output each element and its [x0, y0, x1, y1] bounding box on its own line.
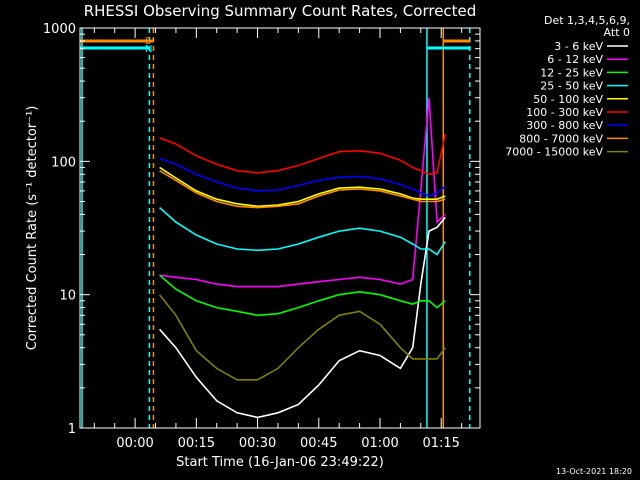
legend-header-line2: Att 0: [604, 26, 630, 39]
flag-label-s: S: [145, 36, 151, 47]
series-line-1: [159, 97, 446, 288]
legend-label-2: 12 - 25 keV: [540, 66, 603, 79]
legend-header-line1: Det 1,3,4,5,6,9,: [544, 14, 630, 27]
legend-label-1: 6 - 12 keV: [547, 53, 603, 66]
legend-label-6: 300 - 800 keV: [526, 119, 603, 132]
chart-title: RHESSI Observing Summary Count Rates, Co…: [84, 2, 477, 20]
x-axis-label: Start Time (16-Jan-06 23:49:22): [176, 455, 384, 470]
series-line-2: [159, 274, 446, 317]
legend-label-3: 25 - 50 keV: [540, 80, 603, 93]
y-tick-label-0: 1: [68, 422, 76, 437]
legend-label-5: 100 - 300 keV: [526, 106, 603, 119]
plot-frame: [79, 27, 481, 429]
x-axis: 00:00 00:15 00:30 00:45 01:00 01:15: [93, 28, 463, 451]
series-line-6: [159, 157, 446, 197]
legend-label-4: 50 - 100 keV: [533, 93, 603, 106]
series-line-3: [159, 207, 446, 256]
x-tick-label-1: 00:15: [178, 436, 215, 451]
y-tick-label-3: 1000: [43, 22, 76, 37]
y-axis-label: Corrected Count Rate (s⁻¹ detector⁻¹): [25, 106, 40, 351]
y-axis: 1 10 100 1000: [43, 22, 480, 437]
series-line-5: [159, 133, 447, 176]
x-tick-label-0: 00:00: [116, 436, 153, 451]
series-line-7: [159, 170, 446, 209]
x-tick-label-3: 00:45: [300, 436, 337, 451]
data-series: [158, 97, 447, 419]
y-tick-label-1: 10: [59, 289, 76, 304]
series-line-8: [158, 294, 446, 381]
time-markers: SN: [80, 28, 471, 428]
series-line-4: [159, 166, 446, 208]
legend-label-8: 7000 - 15000 keV: [505, 146, 603, 159]
legend-label-7: 800 - 7000 keV: [519, 132, 603, 145]
x-tick-label-2: 00:30: [239, 436, 276, 451]
footer-timestamp: 13-Oct-2021 18:20: [556, 467, 632, 476]
x-tick-label-5: 01:15: [422, 436, 459, 451]
x-tick-label-4: 01:00: [361, 436, 398, 451]
y-tick-label-2: 100: [51, 155, 76, 170]
series-line-0: [159, 216, 446, 419]
legend-label-0: 3 - 6 keV: [554, 40, 603, 53]
flag-label-n: N: [145, 44, 152, 55]
